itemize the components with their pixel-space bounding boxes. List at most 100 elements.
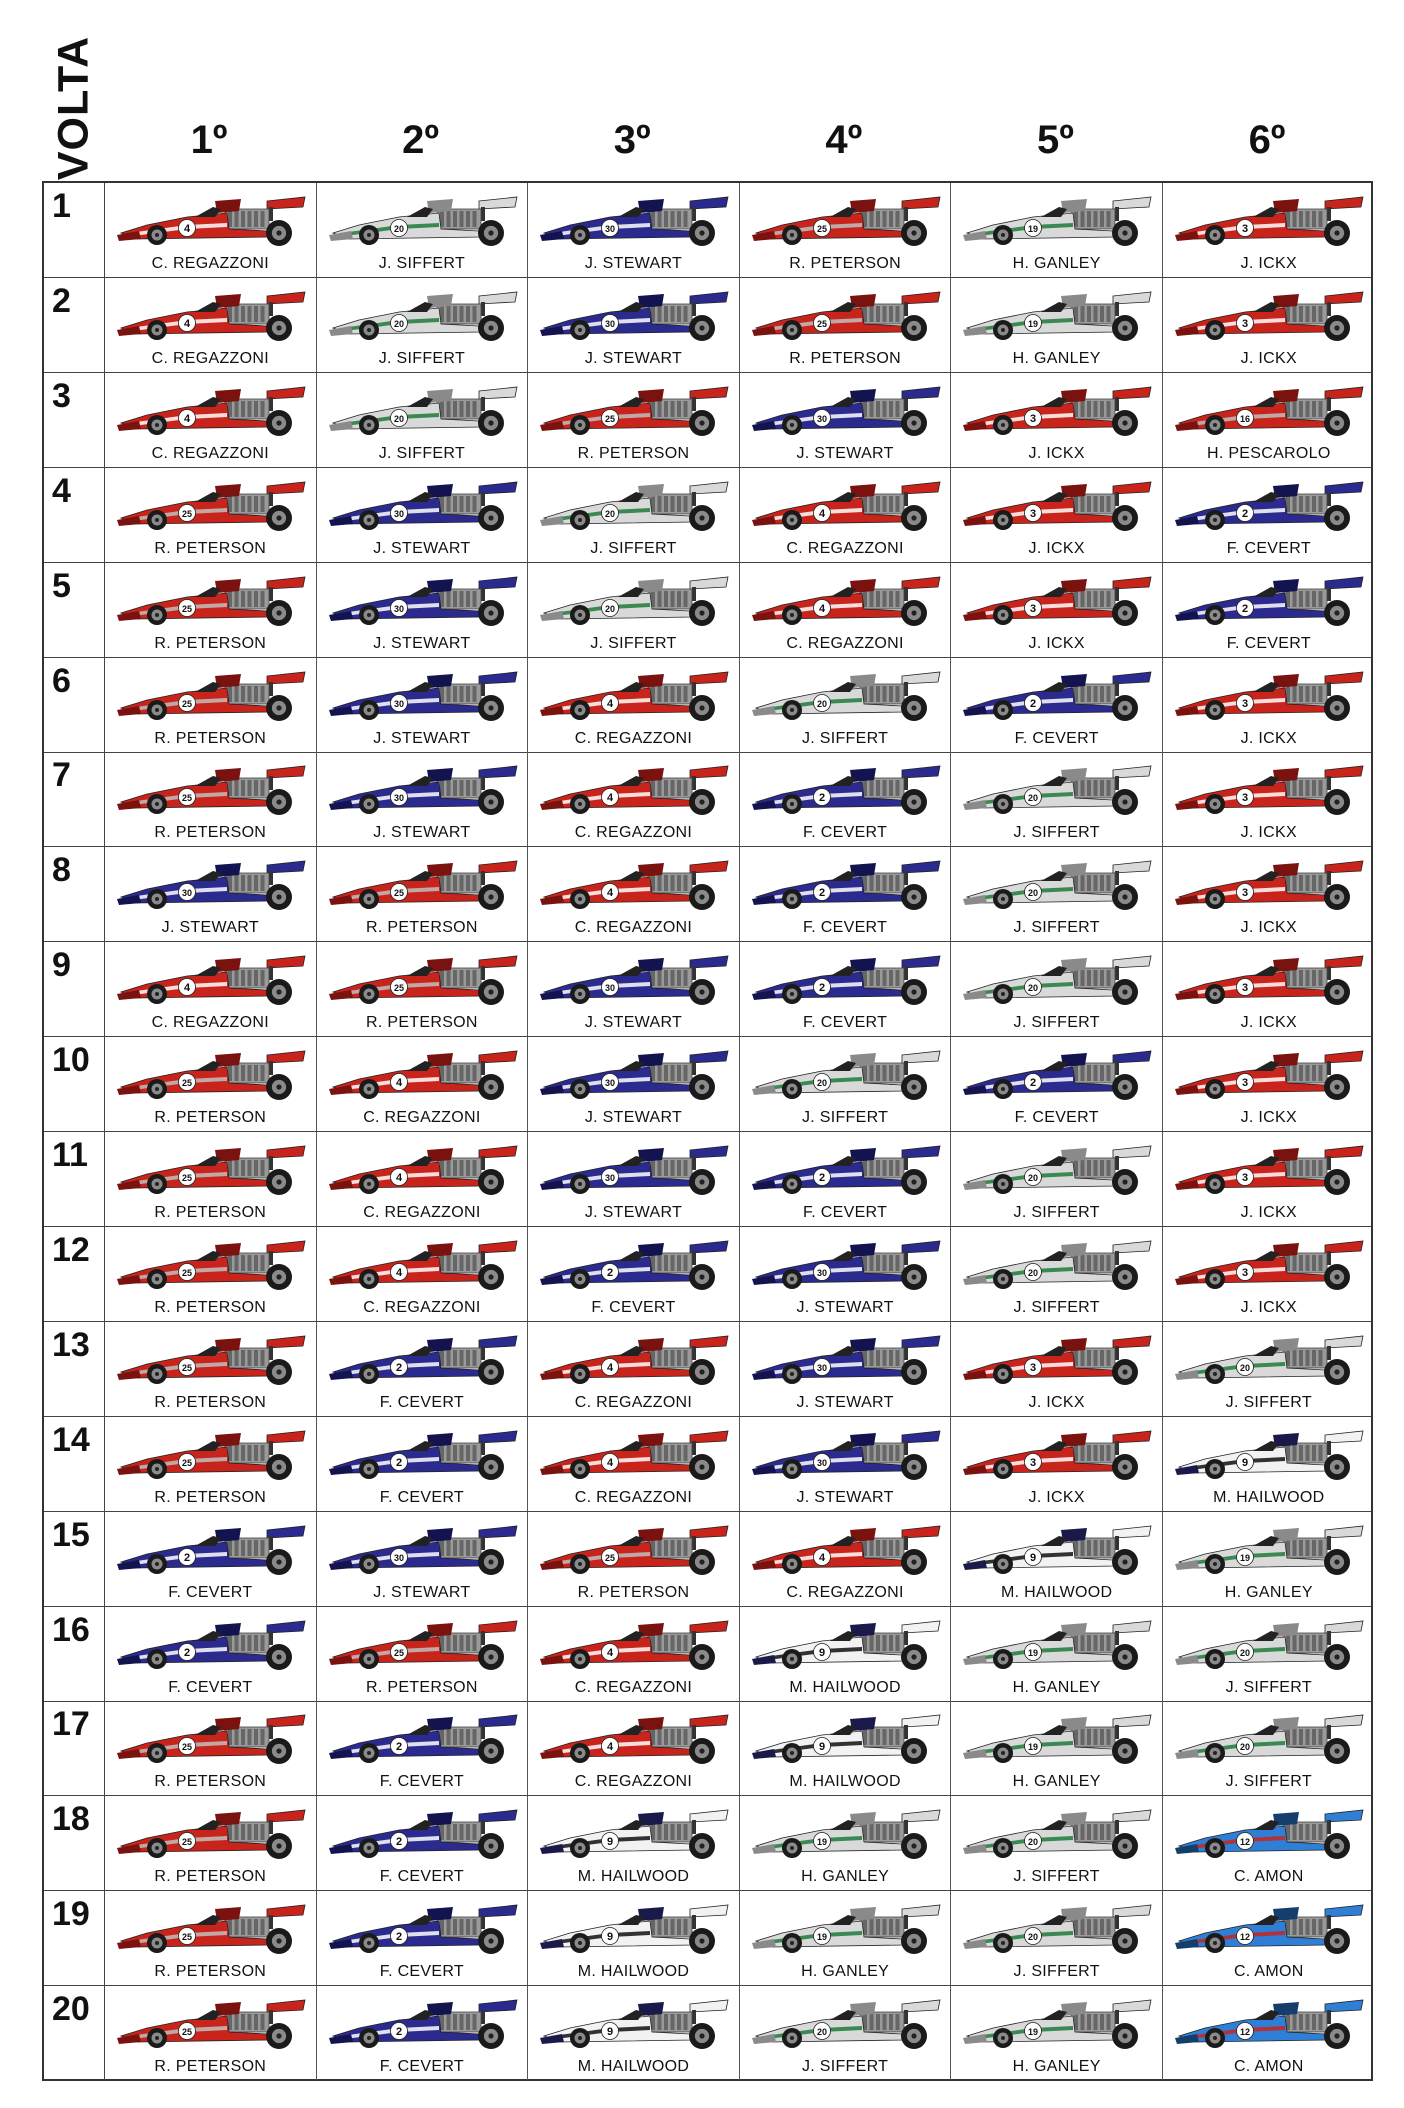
driver-name: R. PETERSON: [154, 1393, 267, 1411]
car-tyrrell-icon: 2: [751, 955, 941, 1006]
car-tyrrell-icon: 2: [1175, 481, 1364, 531]
position-cell: 4 C. REGAZZONI: [105, 183, 317, 277]
position-cell: 4 C. REGAZZONI: [528, 847, 740, 942]
position-cell: 3 J. ICKX: [1163, 1132, 1375, 1226]
car-number: 4: [819, 603, 826, 615]
driver-name: J. ICKX: [1240, 729, 1297, 747]
lap-row-18: 18 25 R. PETERSON 2 F. CEVERT 9 M. HAILWOOD 19 H…: [44, 1796, 1371, 1892]
position-cell: 20 J. SIFFERT: [317, 372, 529, 467]
position-cell: 4 C. REGAZZONI: [528, 1701, 740, 1796]
position-cell: 4 C. REGAZZONI: [105, 277, 317, 372]
position-cell: 25 R. PETERSON: [740, 277, 952, 372]
car-number: 19: [817, 1932, 827, 1942]
position-cell: 4 C. REGAZZONI: [740, 467, 952, 562]
car-ferrari-icon: 3: [963, 386, 1152, 436]
lap-number: 14: [44, 1416, 105, 1511]
car-matra-icon: 12: [1175, 1999, 1364, 2050]
driver-name: J. SIFFERT: [378, 444, 466, 462]
car-number: 25: [182, 1268, 192, 1278]
car-brm-icon: 20: [963, 1904, 1152, 1955]
position-cell: 3 J. ICKX: [1163, 942, 1375, 1036]
driver-name: J. SIFFERT: [590, 539, 677, 557]
driver-name: J. ICKX: [1240, 1109, 1297, 1127]
position-cell: 20 J. SIFFERT: [951, 847, 1163, 942]
driver-name: C. REGAZZONI: [574, 1488, 693, 1506]
car-number: 20: [394, 224, 404, 234]
position-cell: 20 J. SIFFERT: [1163, 1607, 1375, 1701]
driver-name: R. PETERSON: [789, 255, 901, 272]
car-number: 20: [817, 699, 827, 709]
lap-number: 9: [44, 942, 105, 1037]
lap-number: 18: [44, 1796, 105, 1891]
position-cell: 4 C. REGAZZONI: [317, 1037, 529, 1132]
car-tyrrell-icon: 30: [328, 1525, 518, 1575]
car-brm-icon: 20: [540, 576, 729, 626]
driver-name: M. HAILWOOD: [789, 1773, 901, 1791]
car-number: 20: [817, 2027, 827, 2037]
position-cell: 9 M. HAILWOOD: [740, 1701, 952, 1796]
car-number: 20: [394, 319, 404, 329]
car-number: 3: [1030, 603, 1036, 615]
car-number: 25: [605, 414, 615, 424]
lap-row-2: 2 4 C. REGAZZONI 20 J. SIFFERT 30 J. STEWART 25…: [44, 277, 1371, 373]
car-number: 16: [1240, 414, 1250, 424]
car-tyrrell-icon: 2: [328, 1430, 518, 1480]
driver-name: F. CEVERT: [379, 1868, 464, 1886]
driver-name: J. ICKX: [1028, 1393, 1085, 1411]
car-bmw-icon: 25: [540, 1525, 729, 1575]
car-tyrrell-icon: 2: [751, 765, 941, 816]
driver-name: F. CEVERT: [379, 1773, 464, 1791]
car-ferrari-icon: 4: [117, 196, 306, 246]
car-number: 2: [396, 1457, 402, 1469]
car-number: 25: [182, 1173, 192, 1183]
car-number: 30: [605, 1078, 615, 1088]
driver-name: J. ICKX: [1240, 349, 1297, 367]
car-number: 19: [1028, 1742, 1038, 1752]
car-brm-icon: 20: [540, 481, 729, 531]
car-tyrrell-icon: 30: [328, 765, 518, 816]
car-ferrari-icon: 4: [117, 386, 306, 436]
car-ferrari-icon: 4: [117, 955, 306, 1006]
position-cell: 4 C. REGAZZONI: [317, 1132, 529, 1226]
lap-row-9: 9 4 C. REGAZZONI 25 R. PETERSON 30 J. STEWART 2…: [44, 942, 1371, 1038]
position-cell: 25 R. PETERSON: [528, 372, 740, 467]
position-cell: 25 R. PETERSON: [105, 1986, 317, 2081]
car-number: 12: [1240, 2027, 1250, 2037]
car-tyrrell-icon: 30: [540, 196, 729, 246]
driver-name: M. HAILWOOD: [577, 1963, 690, 1981]
car-number: 20: [1028, 1173, 1038, 1183]
car-brm-icon: 19: [751, 1809, 941, 1860]
car-number: 20: [605, 604, 615, 614]
position-cell: 12 C. AMON: [1163, 1796, 1375, 1890]
driver-name: H. GANLEY: [1012, 1678, 1101, 1696]
car-number: 2: [1030, 698, 1036, 710]
car-number: 20: [1028, 1932, 1038, 1942]
driver-name: J. STEWART: [584, 1204, 683, 1221]
car-bmw-icon: 25: [117, 576, 306, 626]
car-number: 30: [605, 1173, 615, 1183]
lap-row-5: 5 25 R. PETERSON 30 J. STEWART 20 J. SIFFERT 4 C…: [44, 562, 1371, 658]
car-number: 2: [819, 792, 825, 804]
driver-name: J. ICKX: [1028, 1488, 1085, 1506]
position-cell: 30 J. STEWART: [105, 847, 317, 942]
position-cell: 16 H. PESCAROLO: [1163, 373, 1375, 467]
position-cell: 3 J. ICKX: [1163, 1037, 1375, 1131]
car-number: 2: [1242, 508, 1248, 520]
driver-name: C. REGAZZONI: [574, 1678, 693, 1696]
car-number: 25: [394, 983, 404, 993]
driver-name: J. STEWART: [373, 634, 471, 652]
driver-name: J. ICKX: [1240, 1298, 1297, 1316]
driver-name: R. PETERSON: [154, 1868, 267, 1886]
position-cell: 30 J. STEWART: [528, 1132, 740, 1226]
position-cell: 30 J. STEWART: [317, 657, 529, 752]
car-ferrari-icon: 3: [1175, 1050, 1364, 1101]
car-tyrrell-icon: 2: [117, 1525, 306, 1575]
car-tyrrell-icon: 30: [117, 860, 306, 911]
car-number: 19: [1028, 2027, 1038, 2037]
car-number: 30: [817, 1458, 827, 1468]
driver-name: C. AMON: [1233, 1963, 1304, 1981]
position-cell: 4 C. REGAZZONI: [528, 752, 740, 847]
position-cell: 2 F. CEVERT: [317, 1701, 529, 1796]
driver-name: R. PETERSON: [154, 1298, 267, 1316]
driver-name: J. SIFFERT: [1013, 919, 1100, 937]
